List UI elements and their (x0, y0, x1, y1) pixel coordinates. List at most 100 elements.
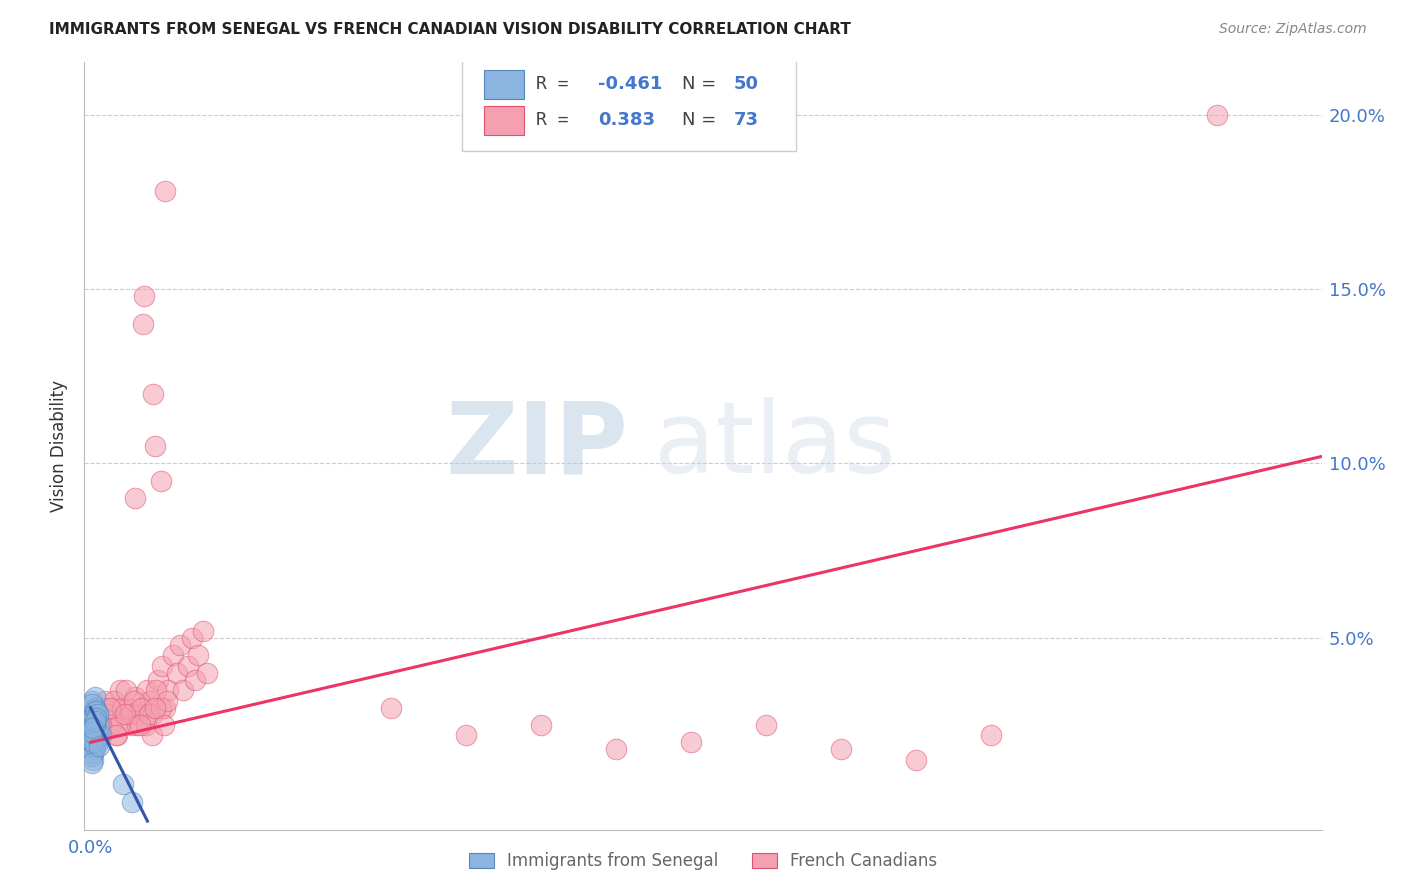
Point (136, 683, 159, 698)
Point (83, 700, 105, 714)
Point (86, 735, 108, 749)
Point (90, 728, 112, 742)
Point (149, 700, 172, 714)
Point (86, 714, 108, 729)
Text: Source: ZipAtlas.com: Source: ZipAtlas.com (1219, 22, 1367, 37)
Point (197, 665, 219, 680)
Point (87, 731, 110, 746)
Point (187, 648, 209, 663)
Point (89, 739, 111, 753)
Text: atlas: atlas (654, 398, 896, 494)
Point (82, 753, 104, 767)
Point (80, 711, 103, 725)
Point (142, 386, 165, 401)
Point (80, 739, 103, 753)
Point (122, 693, 145, 707)
Point (91, 707, 114, 722)
Point (153, 718, 176, 732)
Y-axis label: Vision Disability: Vision Disability (51, 380, 69, 512)
Point (80, 756, 103, 771)
Point (89, 718, 111, 732)
Point (87, 707, 110, 722)
Point (98, 700, 121, 714)
Text: N =: N = (682, 111, 721, 129)
Point (80, 749, 103, 764)
Point (184, 673, 207, 687)
Text: N =: N = (682, 75, 721, 93)
Point (121, 718, 143, 732)
Text: IMMIGRANTS FROM SENEGAL VS FRENCH CANADIAN VISION DISABILITY CORRELATION CHART: IMMIGRANTS FROM SENEGAL VS FRENCH CANADI… (49, 22, 851, 37)
Point (129, 718, 152, 732)
Text: 0.0%: 0.0% (67, 838, 112, 856)
Point (134, 289, 156, 303)
Point (152, 658, 174, 673)
Point (83, 742, 105, 756)
Point (124, 491, 146, 506)
Point (132, 700, 155, 714)
Point (83, 718, 105, 732)
Point (83, 714, 105, 729)
Point (86, 728, 108, 742)
Point (101, 700, 124, 714)
Point (83, 725, 105, 739)
Point (980, 728, 1002, 742)
Point (110, 683, 132, 698)
Point (177, 658, 200, 673)
Point (93, 700, 115, 714)
Text: 50: 50 (734, 75, 759, 93)
Point (125, 718, 148, 732)
Point (94, 693, 117, 707)
Point (83, 725, 105, 739)
Point (131, 700, 153, 714)
Point (87, 735, 110, 749)
Point (141, 728, 163, 742)
Point (146, 673, 169, 687)
Point (104, 728, 127, 742)
Point (157, 683, 180, 698)
Point (117, 700, 139, 714)
Point (97, 718, 120, 732)
Point (155, 185, 177, 199)
Point (90, 718, 112, 732)
Point (83, 714, 105, 729)
Point (145, 683, 167, 698)
Point (454, 728, 477, 742)
Point (86, 722, 108, 736)
Point (115, 683, 138, 698)
Point (87, 700, 110, 714)
Point (112, 707, 135, 722)
Point (80, 693, 103, 707)
Point (905, 753, 928, 767)
Point (149, 474, 172, 488)
Point (530, 718, 553, 732)
Point (139, 693, 162, 707)
Point (143, 700, 166, 714)
Point (1205, 108, 1227, 122)
Point (121, 795, 143, 809)
Point (111, 700, 134, 714)
Point (80, 742, 103, 756)
Point (80, 697, 103, 711)
Point (82, 707, 104, 722)
Point (135, 718, 157, 732)
Point (100, 718, 122, 732)
Text: R =: R = (536, 111, 591, 129)
Point (142, 707, 165, 722)
Point (86, 711, 108, 725)
Point (114, 707, 136, 722)
Legend: Immigrants from Senegal, French Canadians: Immigrants from Senegal, French Canadian… (463, 846, 943, 877)
Point (80, 718, 103, 732)
Point (89, 728, 111, 742)
Point (83, 739, 105, 753)
Point (166, 665, 188, 680)
Point (83, 690, 105, 704)
Point (87, 707, 110, 722)
Point (605, 742, 627, 756)
Text: ZIP: ZIP (446, 398, 628, 494)
Point (96, 707, 118, 722)
Bar (484, 106, 523, 136)
Point (162, 648, 184, 663)
Text: R =: R = (536, 75, 579, 93)
Text: 0.383: 0.383 (598, 111, 655, 129)
Point (132, 317, 155, 331)
